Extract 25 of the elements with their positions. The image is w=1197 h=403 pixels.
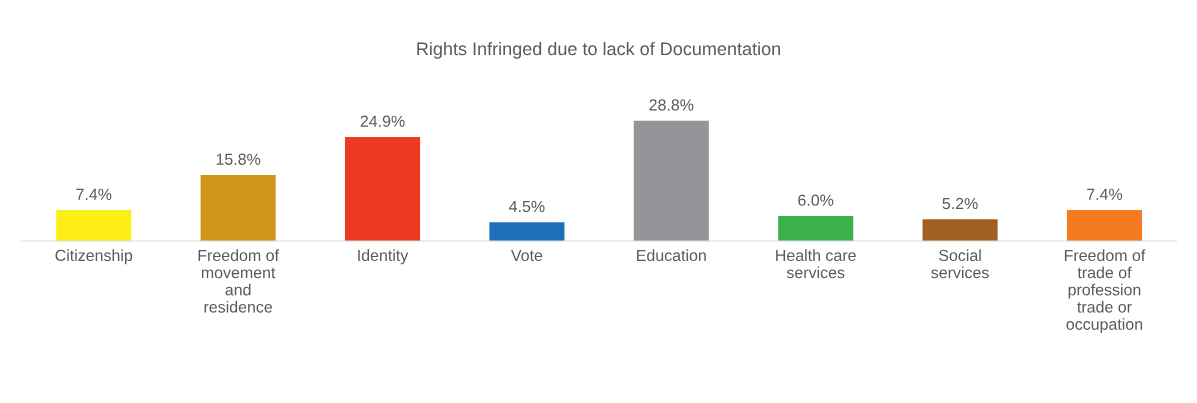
x-tick-label: Social services	[931, 249, 989, 279]
bar	[778, 215, 854, 241]
bar	[633, 120, 709, 241]
bar	[1066, 210, 1142, 241]
data-label: 28.8%	[649, 99, 694, 111]
x-tick-label: Vote	[510, 249, 543, 262]
bar	[344, 136, 421, 241]
x-tick-label: Citizenship	[55, 249, 133, 265]
bar	[922, 219, 998, 241]
data-label: 7.4%	[76, 188, 112, 200]
data-label: 6.0%	[798, 194, 834, 206]
bar	[56, 210, 132, 241]
data-label: 15.8%	[216, 153, 261, 165]
bar	[489, 222, 565, 241]
x-tick-label: Freedom of trade of profession trade or occupation	[1064, 249, 1146, 334]
x-tick-label: Education	[637, 249, 706, 262]
x-tick-label: Identity	[358, 249, 409, 265]
data-label: 5.2%	[942, 197, 978, 210]
data-label: 7.4%	[1087, 188, 1123, 200]
x-tick-label: Health care services	[776, 249, 856, 279]
data-label: 4.5%	[509, 200, 545, 213]
data-label: 24.9%	[360, 115, 405, 127]
x-tick-label: Freedom of movement and residence	[198, 249, 279, 313]
chart-title: Rights Infringed due to lack of Documentation	[417, 41, 781, 59]
bar	[200, 175, 276, 241]
